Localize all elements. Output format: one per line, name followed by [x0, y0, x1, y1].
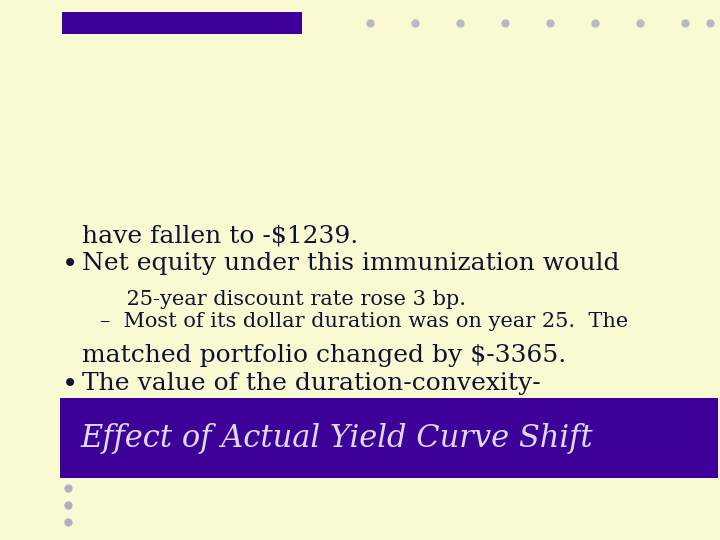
Text: The value of the duration-convexity-: The value of the duration-convexity- — [82, 372, 541, 395]
Text: Effect of Actual Yield Curve Shift: Effect of Actual Yield Curve Shift — [80, 422, 593, 454]
Text: matched portfolio changed by $-3365.: matched portfolio changed by $-3365. — [82, 344, 566, 367]
Text: •: • — [62, 252, 78, 279]
Text: –  Most of its dollar duration was on year 25.  The: – Most of its dollar duration was on yea… — [100, 312, 629, 331]
Bar — [60, 398, 718, 478]
Text: Net equity under this immunization would: Net equity under this immunization would — [82, 252, 619, 275]
Text: •: • — [62, 372, 78, 399]
Bar — [62, 12, 302, 34]
Text: 25-year discount rate rose 3 bp.: 25-year discount rate rose 3 bp. — [100, 290, 466, 309]
Text: have fallen to -$1239.: have fallen to -$1239. — [82, 224, 359, 247]
